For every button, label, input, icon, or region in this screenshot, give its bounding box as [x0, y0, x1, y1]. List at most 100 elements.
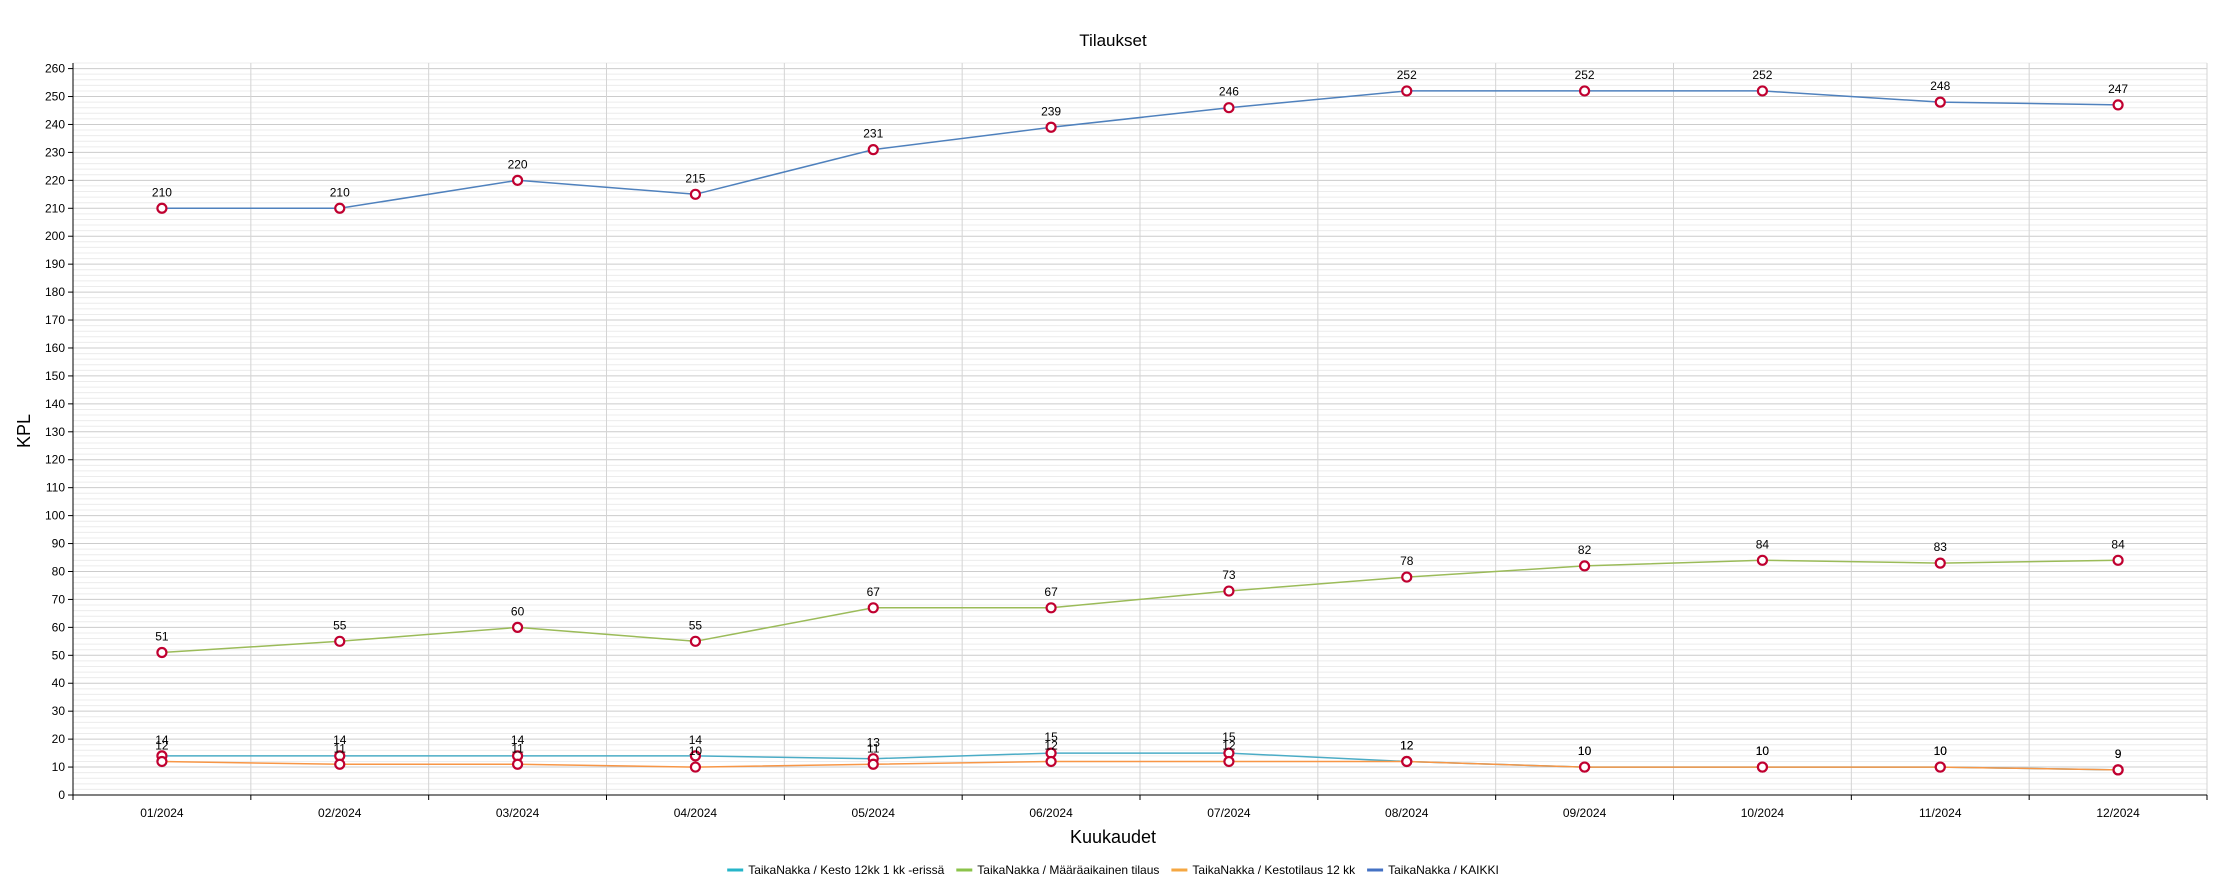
- y-tick-label: 130: [45, 425, 65, 439]
- legend-label: TaikaNakka / Kestotilaus 12 kk: [1192, 863, 1356, 877]
- data-label: 55: [689, 618, 703, 632]
- data-label: 73: [1222, 568, 1236, 582]
- legend: TaikaNakka / Kesto 12kk 1 kk -erissä Taik…: [727, 863, 1499, 877]
- data-point: [1934, 761, 1946, 773]
- data-point: [1578, 85, 1591, 97]
- data-label: 215: [685, 171, 705, 185]
- y-tick-label: 230: [45, 145, 65, 159]
- data-label: 84: [2111, 537, 2125, 551]
- data-point: [689, 761, 702, 773]
- data-point: [511, 621, 524, 633]
- data-label: 10: [689, 744, 703, 758]
- data-point: [2112, 764, 2124, 776]
- data-label: 10: [1934, 744, 1948, 758]
- data-label: 220: [508, 157, 528, 171]
- data-point: [1934, 557, 1946, 569]
- y-tick-label: 80: [52, 564, 66, 578]
- data-point: [156, 646, 168, 659]
- data-label: 12: [1044, 738, 1058, 752]
- x-tick-label: 12/2024: [2096, 806, 2140, 820]
- y-tick-label: 10: [52, 760, 66, 774]
- data-point: [511, 174, 524, 186]
- data-point: [1401, 755, 1413, 768]
- data-label: 55: [333, 618, 347, 632]
- y-tick-label: 240: [45, 117, 65, 131]
- data-label: 239: [1041, 104, 1061, 118]
- data-label: 11: [867, 741, 880, 755]
- data-label: 60: [511, 604, 525, 618]
- legend-label: TaikaNakka / Määräaikainen tilaus: [977, 863, 1159, 877]
- y-tick-label: 140: [45, 397, 65, 411]
- data-label: 12: [1222, 738, 1236, 752]
- legend-item: TaikaNakka / Määräaikainen tilaus: [956, 863, 1159, 877]
- data-label: 252: [1575, 68, 1595, 82]
- x-tick-label: 07/2024: [1207, 806, 1251, 820]
- x-tick-label: 03/2024: [496, 806, 540, 820]
- data-point: [689, 188, 702, 200]
- x-axis-label: Kuukaudet: [1070, 827, 1156, 847]
- data-label: 84: [1756, 537, 1770, 551]
- chart-title: Tilaukset: [1079, 31, 1147, 50]
- data-label: 12: [1400, 738, 1414, 752]
- y-axis-label: KPL: [14, 414, 34, 448]
- data-label: 10: [1756, 744, 1770, 758]
- data-point: [1045, 755, 1057, 768]
- data-point: [1578, 761, 1591, 773]
- data-label: 246: [1219, 85, 1239, 99]
- data-point: [1223, 585, 1235, 597]
- data-point: [1223, 102, 1235, 114]
- data-label: 67: [1044, 585, 1058, 599]
- data-label: 12: [155, 738, 169, 752]
- y-tick-label: 40: [52, 676, 66, 690]
- y-tick-label: 160: [45, 341, 65, 355]
- data-label: 14: [333, 733, 347, 747]
- data-label: 248: [1930, 79, 1950, 93]
- series-layer: 210 210 220 215 231 239 246 252 252 252 248 247 51 55…: [152, 68, 2128, 776]
- data-label: 9: [2115, 747, 2122, 761]
- legend-item: TaikaNakka / Kesto 12kk 1 kk -erissä: [727, 863, 945, 877]
- data-label: 252: [1752, 68, 1772, 82]
- data-label: 9: [2115, 747, 2122, 761]
- y-tick-label: 200: [45, 229, 65, 243]
- data-label: 10: [1934, 744, 1948, 758]
- x-tick-label: 09/2024: [1563, 806, 1607, 820]
- data-point: [1401, 571, 1413, 583]
- y-tick-label: 90: [52, 537, 66, 551]
- data-point: [1045, 121, 1057, 133]
- legend-item: TaikaNakka / KAIKKI: [1367, 863, 1499, 877]
- data-label: 11: [334, 741, 347, 755]
- data-label: 83: [1934, 540, 1948, 554]
- data-point: [867, 144, 879, 156]
- data-label: 210: [330, 185, 350, 199]
- x-tick-label: 06/2024: [1029, 806, 1073, 820]
- y-tick-label: 20: [52, 732, 66, 746]
- data-point: [1756, 761, 1769, 773]
- data-point: [334, 202, 346, 214]
- y-tick-label: 60: [52, 620, 66, 634]
- axis-layer: 0 10 20 30 40 50 60 70 80 90 100 110 120 130 140 150 160…: [45, 62, 2208, 820]
- x-tick-label: 11/2024: [1919, 806, 1962, 820]
- data-label: 14: [689, 733, 703, 747]
- data-label: 15: [1222, 730, 1236, 744]
- grid-layer: [72, 62, 2208, 796]
- y-tick-label: 100: [45, 509, 65, 523]
- data-point: [1223, 755, 1235, 768]
- x-tick-label: 04/2024: [674, 806, 718, 820]
- y-tick-label: 70: [52, 592, 66, 606]
- data-label: 231: [863, 127, 883, 141]
- legend-label: TaikaNakka / Kesto 12kk 1 kk -erissä: [748, 863, 944, 877]
- data-label: 252: [1397, 68, 1417, 82]
- data-point: [511, 758, 524, 770]
- data-label: 51: [155, 630, 169, 644]
- data-label: 78: [1400, 554, 1414, 568]
- y-tick-label: 120: [45, 453, 65, 467]
- data-label: 10: [1578, 744, 1592, 758]
- series-line-1: [161, 559, 2119, 654]
- y-tick-label: 150: [45, 369, 65, 383]
- data-point: [867, 602, 879, 614]
- x-tick-label: 01/2024: [140, 806, 184, 820]
- legend-item: TaikaNakka / Kestotilaus 12 kk: [1171, 863, 1356, 877]
- data-point: [1401, 85, 1413, 97]
